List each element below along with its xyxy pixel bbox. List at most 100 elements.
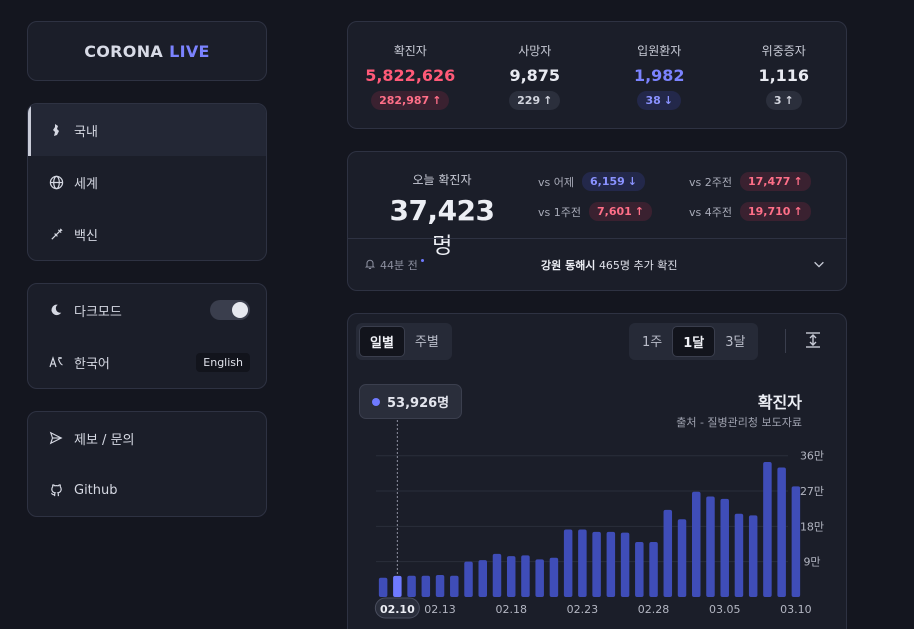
chart-bar[interactable] (777, 467, 786, 597)
chart-bar[interactable] (606, 531, 616, 597)
stat-label: 입원환자 (637, 44, 682, 58)
bell-icon (364, 258, 376, 273)
vs-value: 7,601 (596, 205, 632, 218)
sidebar-item-world[interactable]: 세계 (28, 156, 266, 208)
chart-bar[interactable] (535, 559, 544, 597)
chart-bar[interactable] (549, 557, 559, 597)
notice-bar[interactable]: 44분 전 강원 동해시 465명 추가 확진 (364, 239, 830, 291)
stat-critical: 위중증자 1,116 3 ↑ (722, 22, 847, 128)
chart-bar[interactable] (492, 553, 502, 597)
sidebar-item-label: 국내 (74, 124, 98, 140)
vs-yesterday: vs 어제 6,159 ↓ (538, 172, 645, 191)
new-dot-icon (420, 258, 424, 262)
chart-bar[interactable] (734, 513, 744, 597)
x-tick-label: 03.05 (709, 603, 741, 616)
github-link[interactable]: Github (28, 464, 266, 516)
expand-icon[interactable] (804, 331, 822, 353)
chart-bar[interactable] (450, 575, 459, 597)
y-tick-label: 27만 (800, 485, 824, 498)
notice-text: 465명 추가 확진 (598, 259, 678, 272)
tooltip-dot (372, 397, 380, 406)
logo-text-corona: CORONA (84, 41, 164, 61)
chart-bar[interactable] (791, 486, 801, 597)
chart-bar[interactable] (706, 496, 715, 597)
arrow-up-icon: ↑ (784, 94, 794, 107)
syringe-icon (48, 226, 64, 242)
divider (348, 238, 846, 239)
stat-delta-badge: 38 ↓ (637, 91, 682, 110)
translate-icon (48, 354, 64, 370)
chart-tooltip: 53,926명 (359, 384, 463, 419)
stat-delta-value: 3 (773, 94, 782, 107)
stat-value: 9,875 (509, 66, 561, 85)
chart-bar[interactable] (649, 542, 658, 597)
toolbar-divider (785, 329, 786, 353)
dark-mode-toggle[interactable] (210, 300, 250, 320)
today-panel: 오늘 확진자 37,423 명 vs 어제 6,159 ↓ vs 2주전 17,47… (347, 151, 847, 291)
vs-label: vs 어제 (538, 175, 574, 189)
sidebar-nav: 국내 세계 백신 (27, 103, 267, 261)
sidebar-item-label: 세계 (74, 176, 98, 192)
range-3month[interactable]: 3달 (725, 335, 746, 350)
vs-2weeks: vs 2주전 17,477 ↑ (689, 172, 811, 191)
chart-bar[interactable] (692, 491, 701, 597)
vs-badge: 6,159 ↓ (581, 172, 645, 191)
chart-bar[interactable] (478, 560, 488, 597)
tab-weekly[interactable]: 주별 (414, 335, 439, 350)
range-1month[interactable]: 1달 (672, 326, 716, 357)
chart-title: 확진자 (757, 393, 802, 412)
github-icon (48, 482, 64, 498)
chart-bar[interactable] (521, 555, 530, 597)
today-confirmed: 오늘 확진자 37,423 명 (382, 171, 502, 260)
links-panel: 제보 / 문의 Github (27, 411, 267, 517)
stat-value: 5,822,626 (365, 66, 456, 85)
chart-source: 출처 - 질병관리청 보도자료 (676, 416, 802, 429)
chart-bar[interactable] (464, 561, 473, 597)
y-tick-label: 18만 (800, 520, 824, 533)
chevron-down-icon[interactable] (812, 257, 826, 274)
stat-label: 확진자 (393, 44, 427, 58)
logo[interactable]: CORONA LIVE (27, 21, 267, 81)
github-label: Github (74, 482, 118, 498)
vs-label: vs 1주전 (538, 205, 581, 219)
arrow-up-icon: ↑ (793, 205, 803, 218)
chart-bar[interactable] (378, 577, 388, 597)
sidebar-item-domestic[interactable]: 국내 (28, 104, 266, 156)
chart-bar[interactable] (506, 556, 516, 597)
chart-bar[interactable] (435, 575, 445, 597)
globe-icon (48, 174, 64, 190)
dark-mode-label: 다크모드 (74, 304, 122, 320)
chart-bar[interactable] (592, 531, 601, 597)
chart-bar[interactable] (421, 575, 431, 597)
x-tick-label: 02.28 (638, 603, 670, 616)
bar-chart: 9만 18만 27만 36만 02.10 02.13 02.18 02.23 02.28 03.0… (374, 420, 824, 619)
chart-bar[interactable] (677, 519, 687, 597)
chart-bar[interactable] (663, 509, 673, 597)
y-tick-label: 9만 (803, 556, 820, 569)
stats-summary: 확진자 5,822,626 282,987 ↑ 사망자 9,875 229 ↑ 입원… (347, 21, 847, 129)
chart-bar[interactable] (763, 461, 772, 597)
report-link[interactable]: 제보 / 문의 (28, 412, 266, 464)
chart-bar[interactable] (720, 498, 729, 597)
chart-bar[interactable] (748, 515, 758, 597)
stat-delta-value: 282,987 (379, 94, 430, 107)
chart-bar[interactable] (620, 532, 630, 597)
chart-bar[interactable] (635, 542, 644, 597)
tab-daily[interactable]: 일별 (359, 326, 405, 357)
stat-delta-badge: 3 ↑ (765, 91, 802, 110)
sidebar-item-vaccine[interactable]: 백신 (28, 208, 266, 260)
vs-badge: 17,477 ↑ (739, 172, 811, 191)
arrow-up-icon: ↑ (793, 175, 803, 188)
report-label: 제보 / 문의 (74, 432, 135, 448)
range-1week[interactable]: 1주 (642, 335, 663, 350)
arrow-up-icon: ↑ (432, 94, 442, 107)
korea-map-icon (48, 122, 64, 138)
stat-label: 사망자 (518, 44, 552, 58)
x-tick-label: 02.10 (380, 603, 415, 616)
chart-bar[interactable] (578, 529, 587, 597)
x-tick-highlight (374, 597, 420, 619)
chart-bar[interactable] (563, 529, 573, 597)
chart-bar[interactable] (393, 575, 402, 597)
language-switch-button[interactable]: English (196, 352, 250, 372)
chart-bar[interactable] (407, 575, 416, 597)
